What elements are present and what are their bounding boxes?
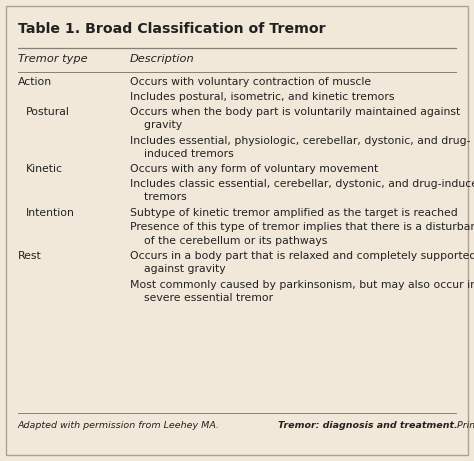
Text: of the cerebellum or its pathways: of the cerebellum or its pathways — [130, 236, 328, 246]
Text: Occurs in a body part that is relaxed and completely supported: Occurs in a body part that is relaxed an… — [130, 251, 474, 261]
Text: Includes postural, isometric, and kinetic tremors: Includes postural, isometric, and kineti… — [130, 92, 394, 102]
Text: Rest: Rest — [18, 251, 42, 261]
Text: Includes classic essential, cerebellar, dystonic, and drug-induced: Includes classic essential, cerebellar, … — [130, 179, 474, 189]
Text: Tremor: diagnosis and treatment.: Tremor: diagnosis and treatment. — [278, 421, 458, 430]
Text: Most commonly caused by parkinsonism, but may also occur in: Most commonly caused by parkinsonism, bu… — [130, 279, 474, 290]
Text: Intention: Intention — [26, 207, 75, 218]
Text: Primary Care Case Rev. 2001;4:34.: Primary Care Case Rev. 2001;4:34. — [455, 421, 474, 430]
Text: Occurs with any form of voluntary movement: Occurs with any form of voluntary moveme… — [130, 164, 378, 174]
Text: tremors: tremors — [130, 193, 187, 202]
Text: severe essential tremor: severe essential tremor — [130, 293, 273, 303]
Text: Kinetic: Kinetic — [26, 164, 63, 174]
Text: gravity: gravity — [130, 120, 182, 130]
Text: Action: Action — [18, 77, 52, 87]
Text: Table 1. Broad Classification of Tremor: Table 1. Broad Classification of Tremor — [18, 22, 326, 36]
Text: Tremor type: Tremor type — [18, 54, 88, 64]
Text: Postural: Postural — [26, 107, 70, 117]
Text: Occurs with voluntary contraction of muscle: Occurs with voluntary contraction of mus… — [130, 77, 371, 87]
Text: Subtype of kinetic tremor amplified as the target is reached: Subtype of kinetic tremor amplified as t… — [130, 207, 458, 218]
Text: Adapted with permission from Leehey MA.: Adapted with permission from Leehey MA. — [18, 421, 223, 430]
Text: Includes essential, physiologic, cerebellar, dystonic, and drug-: Includes essential, physiologic, cerebel… — [130, 136, 471, 146]
Text: Description: Description — [130, 54, 195, 64]
Text: against gravity: against gravity — [130, 265, 226, 274]
Text: Presence of this type of tremor implies that there is a disturbance: Presence of this type of tremor implies … — [130, 223, 474, 232]
Text: Occurs when the body part is voluntarily maintained against: Occurs when the body part is voluntarily… — [130, 107, 460, 117]
FancyBboxPatch shape — [6, 6, 468, 455]
Text: induced tremors: induced tremors — [130, 149, 234, 159]
